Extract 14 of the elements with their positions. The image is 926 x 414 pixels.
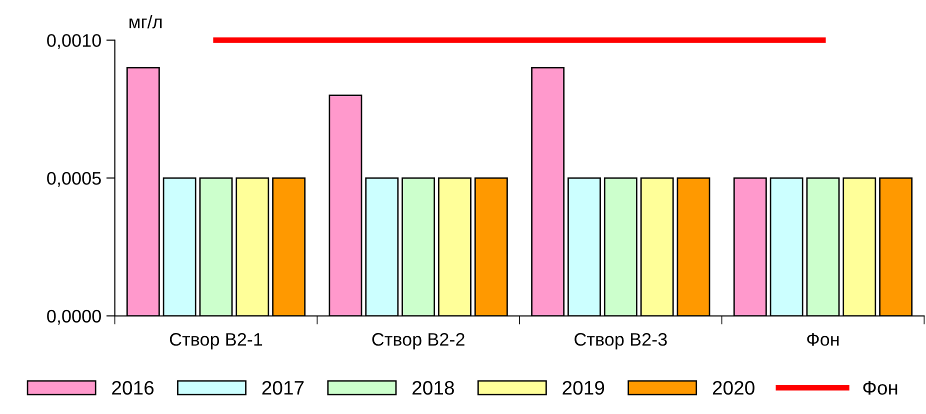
y-tick-label: 0,0005	[47, 172, 101, 187]
y-axis-title: мг/л	[130, 15, 162, 28]
x-tick-label: Створ В2-2	[372, 333, 464, 350]
y-tick-label: 0,0010	[47, 34, 101, 50]
legend-label: 2016	[112, 380, 154, 395]
legend-label: 2017	[262, 380, 304, 395]
legend-label: 2019	[562, 380, 604, 395]
x-tick-label: Фон	[807, 333, 839, 346]
x-tick-label: Створ В2-3	[574, 333, 667, 350]
legend-label: 2018	[412, 380, 454, 395]
y-tick-label: 0,0000	[47, 310, 101, 325]
legend-label: 2020	[712, 380, 754, 395]
legend-label: Фон	[863, 381, 898, 395]
x-tick-label: Створ В2-1	[170, 333, 262, 350]
